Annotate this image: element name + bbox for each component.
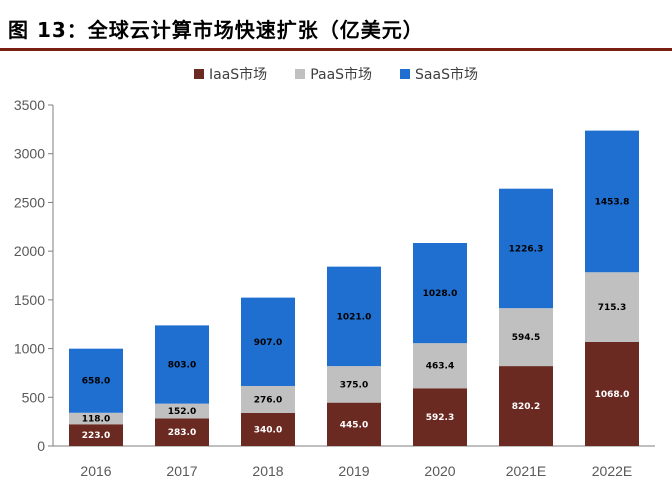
bar-saas xyxy=(499,188,553,309)
bar-iaas xyxy=(241,412,295,446)
data-label-saas: 1453.8 xyxy=(595,197,630,207)
bar-iaas xyxy=(585,341,639,446)
bar-paas xyxy=(155,403,209,419)
title-bar: 图 13：全球云计算市场快速扩张（亿美元） xyxy=(0,0,672,51)
bar-saas xyxy=(155,325,209,404)
data-label-saas: 1028.0 xyxy=(423,289,458,299)
data-label-paas: 715.3 xyxy=(598,303,626,313)
bar-saas xyxy=(585,130,639,273)
bar-iaas xyxy=(69,424,123,446)
y-tick-label: 0 xyxy=(37,438,45,454)
data-label-paas: 152.0 xyxy=(168,407,196,417)
y-tick-label: 1000 xyxy=(14,341,45,357)
y-tick-label: 2000 xyxy=(14,243,45,259)
y-tick-label: 3000 xyxy=(14,146,45,162)
bar-paas xyxy=(413,343,467,389)
y-tick-label: 1500 xyxy=(14,292,45,308)
data-label-paas: 375.0 xyxy=(340,380,368,390)
bar-iaas xyxy=(499,366,553,446)
data-label-paas: 594.5 xyxy=(512,333,540,343)
data-label-iaas: 592.3 xyxy=(426,413,454,423)
data-label-saas: 1226.3 xyxy=(509,244,544,254)
y-tick-label: 2500 xyxy=(14,194,45,210)
legend-swatch-paas xyxy=(295,69,306,79)
x-tick-label: 2019 xyxy=(338,463,369,479)
data-label-iaas: 1068.0 xyxy=(595,390,630,400)
legend-item-iaas: IaaS市场 xyxy=(194,64,267,84)
legend-swatch-iaas xyxy=(194,69,204,79)
data-label-iaas: 283.0 xyxy=(168,428,196,438)
x-tick-label: 2021E xyxy=(506,463,546,479)
x-tick-label: 2016 xyxy=(80,463,111,479)
x-tick-label: 2017 xyxy=(166,463,197,479)
bar-paas xyxy=(327,366,381,403)
bar-paas xyxy=(585,272,639,342)
bar-saas xyxy=(241,297,295,386)
bar-saas xyxy=(327,266,381,367)
bar-iaas xyxy=(327,402,381,446)
data-label-saas: 803.0 xyxy=(168,361,196,371)
data-label-saas: 907.0 xyxy=(254,338,282,348)
x-tick-label: 2020 xyxy=(424,463,455,479)
legend-item-paas: PaaS市场 xyxy=(295,64,372,84)
legend-item-saas: SaaS市场 xyxy=(400,64,478,84)
bar-iaas xyxy=(155,418,209,446)
bar-iaas xyxy=(413,388,467,446)
data-label-iaas: 820.2 xyxy=(512,402,540,412)
title-divider xyxy=(0,48,672,51)
data-label-iaas: 340.0 xyxy=(254,425,282,435)
legend-label-paas: PaaS市场 xyxy=(310,67,373,83)
x-tick-label: 2018 xyxy=(252,463,283,479)
data-label-paas: 118.0 xyxy=(82,415,110,425)
bar-saas xyxy=(413,242,467,344)
chart-title: 图 13：全球云计算市场快速扩张（亿美元） xyxy=(8,18,424,42)
y-tick-label: 500 xyxy=(22,389,46,405)
legend-swatch-saas xyxy=(400,69,411,79)
bar-saas xyxy=(69,348,123,413)
legend-label-iaas: IaaS市场 xyxy=(209,67,268,83)
data-label-saas: 1021.0 xyxy=(337,312,372,322)
bar-paas xyxy=(69,412,123,425)
legend-label-saas: SaaS市场 xyxy=(415,67,478,83)
data-label-iaas: 445.0 xyxy=(340,420,368,430)
data-label-iaas: 223.0 xyxy=(82,431,110,441)
legend: IaaS市场 PaaS市场 SaaS市场 xyxy=(0,64,672,84)
data-label-saas: 658.0 xyxy=(82,377,110,387)
x-tick-label: 2022E xyxy=(592,463,632,479)
y-tick-label: 3500 xyxy=(14,97,45,113)
bar-paas xyxy=(499,308,553,367)
data-label-paas: 463.4 xyxy=(426,362,454,372)
bar-paas xyxy=(241,385,295,413)
data-label-paas: 276.0 xyxy=(254,395,282,405)
